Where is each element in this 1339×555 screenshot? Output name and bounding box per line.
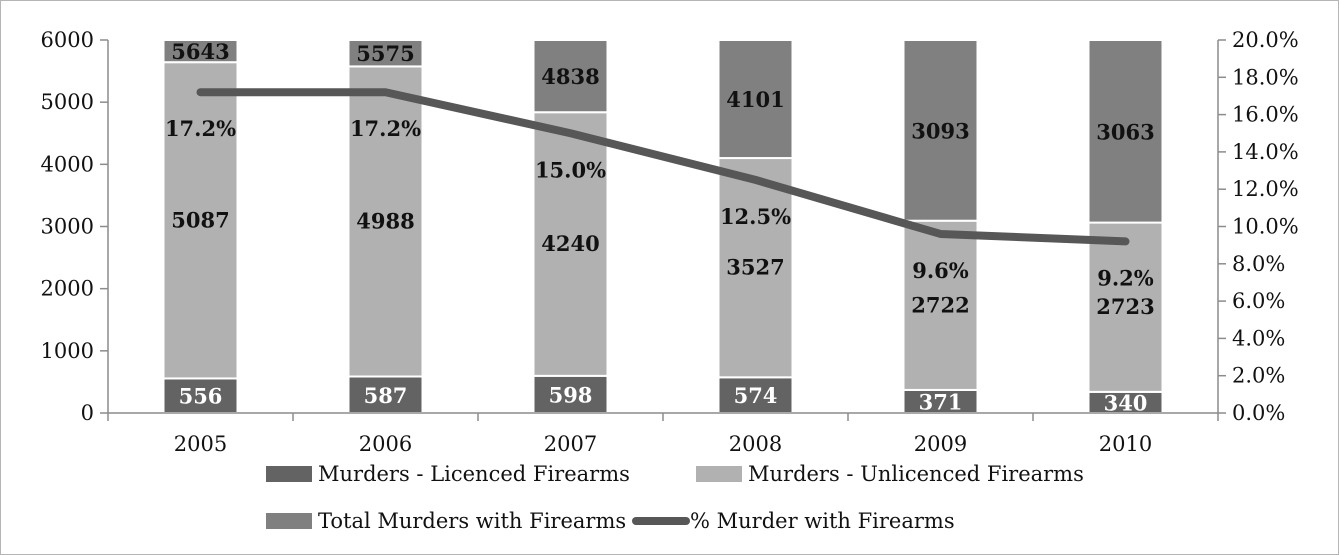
right-tick-label: 8.0% bbox=[1232, 252, 1285, 276]
left-tick-label: 0 bbox=[81, 401, 94, 425]
x-tick-label: 2009 bbox=[914, 432, 967, 456]
bar-total bbox=[1087, 39, 1164, 224]
left-tick-label: 4000 bbox=[41, 152, 94, 176]
right-tick-label: 10.0% bbox=[1232, 215, 1299, 239]
x-tick-label: 2008 bbox=[729, 432, 782, 456]
label-total: 3063 bbox=[1096, 119, 1154, 144]
label-licenced: 598 bbox=[549, 382, 593, 407]
x-tick-label: 2007 bbox=[544, 432, 597, 456]
label-unlicenced: 2722 bbox=[911, 292, 969, 317]
x-tick-label: 2006 bbox=[359, 432, 412, 456]
label-licenced: 574 bbox=[734, 383, 778, 408]
legend-label: % Murder with Firearms bbox=[690, 509, 955, 533]
bar-unlicenced bbox=[717, 157, 794, 379]
label-pct: 17.2% bbox=[165, 116, 236, 141]
label-pct: 9.6% bbox=[912, 258, 969, 283]
label-pct: 9.2% bbox=[1097, 265, 1154, 290]
label-unlicenced: 2723 bbox=[1096, 294, 1154, 319]
left-tick-label: 3000 bbox=[41, 215, 94, 239]
right-tick-label: 2.0% bbox=[1232, 364, 1285, 388]
label-unlicenced: 4988 bbox=[356, 208, 414, 233]
label-total: 4101 bbox=[726, 87, 784, 112]
label-pct: 15.0% bbox=[535, 157, 606, 182]
label-total: 5575 bbox=[356, 41, 414, 66]
legend-label: Murders - Licenced Firearms bbox=[318, 462, 630, 486]
bar-unlicenced bbox=[347, 65, 424, 378]
right-tick-label: 0.0% bbox=[1232, 401, 1285, 425]
label-total: 4838 bbox=[541, 64, 599, 89]
left-tick-label: 6000 bbox=[41, 28, 94, 52]
right-tick-label: 18.0% bbox=[1232, 65, 1299, 89]
bar-unlicenced bbox=[902, 219, 979, 391]
right-tick-label: 6.0% bbox=[1232, 289, 1285, 313]
bar-unlicenced bbox=[1087, 221, 1164, 393]
pct-line bbox=[196, 88, 1130, 246]
label-total: 3093 bbox=[911, 118, 969, 143]
right-tick-label: 12.0% bbox=[1232, 177, 1299, 201]
right-tick-label: 16.0% bbox=[1232, 103, 1299, 127]
bar-unlicenced bbox=[532, 111, 609, 377]
legend-label: Murders - Unlicenced Firearms bbox=[748, 462, 1084, 486]
label-licenced: 587 bbox=[364, 383, 408, 408]
label-unlicenced: 4240 bbox=[541, 231, 599, 256]
label-licenced: 556 bbox=[179, 384, 223, 409]
left-tick-label: 1000 bbox=[41, 339, 94, 363]
legend-swatch bbox=[696, 466, 742, 482]
label-licenced: 371 bbox=[919, 389, 963, 414]
bar-total bbox=[532, 39, 609, 114]
x-tick-label: 2010 bbox=[1099, 432, 1152, 456]
bar-total bbox=[717, 39, 794, 160]
bar-total bbox=[902, 39, 979, 222]
legend-label: Total Murders with Firearms bbox=[318, 509, 626, 533]
bar-total bbox=[162, 39, 239, 64]
label-unlicenced: 5087 bbox=[171, 207, 229, 232]
right-tick-label: 20.0% bbox=[1232, 28, 1299, 52]
label-licenced: 340 bbox=[1104, 390, 1148, 415]
right-tick-label: 4.0% bbox=[1232, 326, 1285, 350]
x-tick-label: 2005 bbox=[174, 432, 227, 456]
right-tick-label: 14.0% bbox=[1232, 140, 1299, 164]
label-pct: 17.2% bbox=[350, 116, 421, 141]
left-tick-label: 5000 bbox=[41, 90, 94, 114]
legend-swatch bbox=[266, 466, 312, 482]
label-total: 5643 bbox=[171, 39, 229, 64]
label-unlicenced: 3527 bbox=[726, 255, 784, 280]
bar-total bbox=[347, 39, 424, 68]
left-tick-label: 2000 bbox=[41, 277, 94, 301]
legend-swatch bbox=[266, 513, 312, 529]
bar-licenced bbox=[532, 374, 609, 415]
label-pct: 12.5% bbox=[720, 204, 791, 229]
